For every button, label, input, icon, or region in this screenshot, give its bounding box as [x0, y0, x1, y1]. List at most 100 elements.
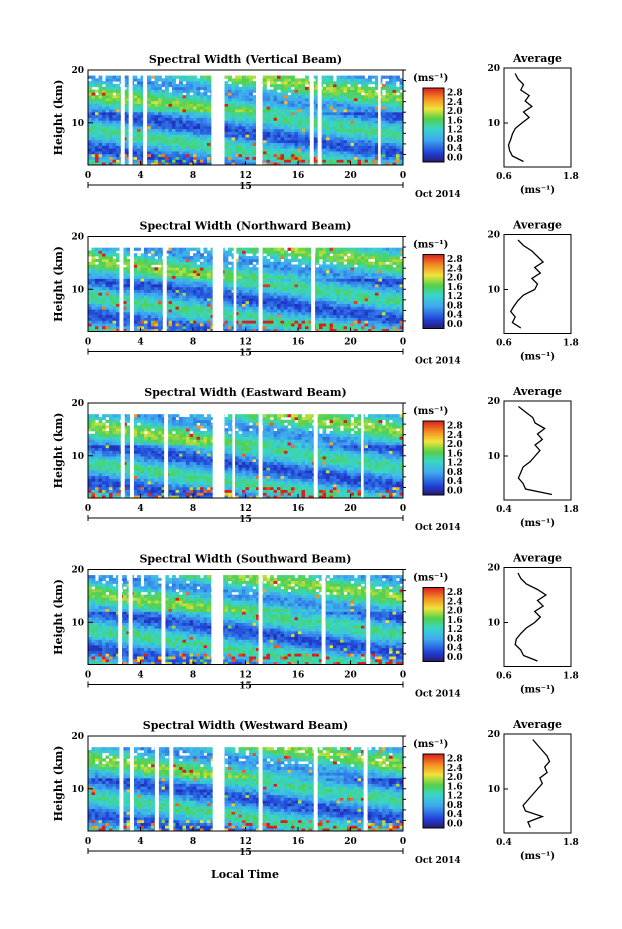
data-gap	[258, 403, 263, 498]
x-tick-label: 0	[85, 171, 91, 181]
y-tick-label: 20	[71, 566, 84, 576]
data-gap	[130, 736, 134, 831]
colorbar-tick-label: 1.6	[447, 616, 463, 626]
colorbar-tick-label: 0.4	[447, 477, 463, 487]
x-tick-label: 4	[137, 671, 143, 681]
x-axis-label: Local Time	[211, 868, 279, 881]
day-label: 15	[239, 848, 252, 858]
day-label: 15	[239, 182, 252, 192]
colorbar-tick-label: 0.4	[447, 810, 463, 820]
colorbar-tick-label: 2.4	[447, 431, 463, 441]
colorbar-unit: (ms⁻¹)	[413, 73, 448, 84]
data-gap	[169, 736, 174, 831]
x-tick-label: 20	[344, 671, 357, 681]
x-tick-label: 20	[344, 837, 357, 847]
average-frame	[503, 67, 572, 168]
average-frame	[503, 234, 572, 334]
colorbar	[422, 254, 445, 329]
data-gap	[164, 403, 169, 498]
data-gap	[212, 403, 225, 498]
x-tick-label: 0	[400, 504, 406, 514]
average-profile-line	[507, 73, 533, 163]
x-tick-label: 4	[137, 837, 143, 847]
data-gap	[120, 403, 125, 498]
x-tick-label: 12	[239, 338, 252, 348]
colorbar-tick-label: 2.4	[447, 597, 463, 607]
avg-x-unit: (ms⁻¹)	[520, 685, 555, 696]
avg-x-tick-label: 0.6	[496, 672, 512, 682]
avg-y-tick-label: 20	[487, 64, 500, 74]
average-profile-line	[517, 405, 553, 496]
x-tick-label: 8	[190, 671, 196, 681]
avg-x-tick-label: 1.8	[563, 672, 579, 682]
colorbar-tick-label: 0.0	[447, 819, 463, 829]
avg-x-unit: (ms⁻¹)	[520, 352, 555, 363]
y-axis-label: Height (km)	[52, 246, 65, 322]
y-tick-label: 10	[71, 119, 84, 129]
x-tick-label: 12	[239, 171, 252, 181]
colorbar-tick-label: 2.8	[447, 422, 463, 432]
data-gap	[258, 569, 263, 665]
x-tick-label: 12	[239, 504, 252, 514]
x-tick-label: 8	[190, 504, 196, 514]
colorbar-tick-label: 2.0	[447, 773, 463, 783]
colorbar-tick-label: 2.8	[447, 89, 463, 99]
data-gap	[211, 70, 225, 165]
colorbar-tick-label: 2.0	[447, 440, 463, 450]
avg-x-tick-label: 1.8	[563, 172, 579, 182]
avg-y-tick-label: 20	[487, 231, 500, 241]
colorbar	[422, 753, 445, 829]
data-gap	[119, 736, 124, 831]
x-tick-label: 16	[292, 837, 305, 847]
colorbar-unit: (ms⁻¹)	[413, 739, 448, 750]
y-tick-label: 10	[71, 785, 84, 795]
heatmap-cells	[88, 747, 404, 832]
panel-4: Spectral Width (Southward Beam) 20 10 Heigh…	[52, 552, 579, 700]
colorbar-tick-label: 2.0	[447, 274, 463, 284]
colorbar-tick-label: 0.8	[447, 135, 463, 145]
avg-x-unit: (ms⁻¹)	[520, 851, 555, 862]
avg-x-tick-label: 1.8	[563, 838, 579, 848]
x-tick-label: 12	[239, 837, 252, 847]
colorbar-unit: (ms⁻¹)	[413, 406, 448, 417]
data-gap	[128, 569, 133, 665]
date-label: Oct 2014	[415, 190, 461, 200]
avg-y-tick-label: 20	[487, 730, 500, 740]
panel-3: Spectral Width (Eastward Beam) 20 10 Height…	[52, 385, 579, 533]
panel-5: Spectral Width (Westward Beam) 20 10 Height…	[52, 718, 579, 866]
colorbar-tick-label: 1.2	[447, 459, 463, 469]
colorbar	[422, 420, 445, 496]
data-gap	[212, 236, 224, 332]
colorbar-tick-label: 2.4	[447, 98, 463, 108]
colorbar-tick-label: 1.2	[447, 126, 463, 136]
x-tick-label: 0	[85, 671, 91, 681]
data-gap	[317, 70, 322, 165]
colorbar-tick-label: 0.0	[447, 653, 463, 663]
data-gap	[128, 70, 133, 165]
colorbar-tick-label: 1.2	[447, 292, 463, 302]
avg-x-tick-label: 0.6	[496, 172, 512, 182]
day-label: 15	[239, 682, 252, 692]
x-tick-label: 20	[344, 504, 357, 514]
date-label: Oct 2014	[415, 690, 461, 700]
x-tick-label: 0	[85, 504, 91, 514]
heatmap-cells	[88, 414, 404, 499]
avg-y-tick-label: 20	[487, 397, 500, 407]
y-tick-label: 20	[71, 399, 84, 409]
x-tick-label: 4	[137, 171, 143, 181]
x-tick-label: 16	[292, 338, 305, 348]
date-label: Oct 2014	[415, 856, 461, 866]
day-label: 15	[239, 349, 252, 359]
colorbar-tick-label: 1.2	[447, 792, 463, 802]
average-title: Average	[512, 52, 562, 65]
x-tick-label: 8	[190, 171, 196, 181]
heatmap-cells	[88, 75, 404, 166]
x-tick-label: 0	[85, 837, 91, 847]
colorbar	[422, 87, 445, 163]
data-gap	[233, 236, 237, 332]
data-gap	[361, 403, 364, 498]
y-axis-label: Height (km)	[52, 80, 65, 156]
panels-layer: Spectral Width (Vertical Beam) 20 10 Height…	[52, 52, 579, 866]
x-tick-label: 4	[137, 504, 143, 514]
heatmap-cells	[88, 247, 404, 332]
